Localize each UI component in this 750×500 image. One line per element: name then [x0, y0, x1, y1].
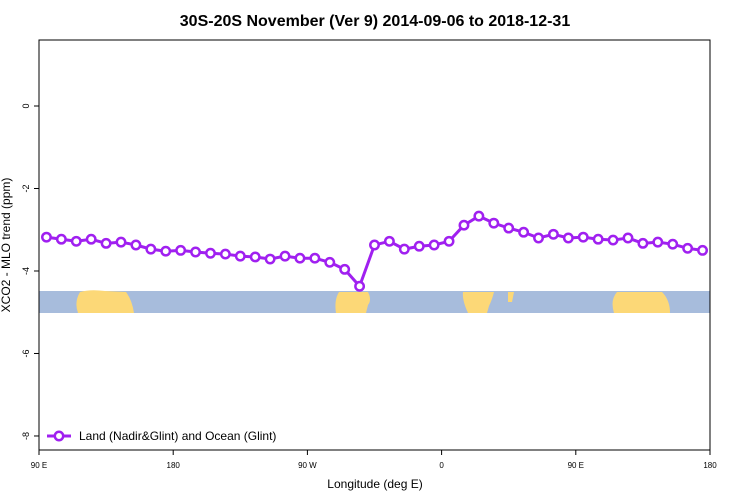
point	[249, 251, 261, 263]
point	[324, 256, 336, 268]
plot-frame	[38, 39, 711, 451]
point	[160, 245, 172, 257]
point	[145, 243, 157, 255]
point	[339, 263, 351, 275]
x-tick-label: 90 W	[298, 461, 317, 470]
point	[383, 235, 395, 247]
legend-entry: Land (Nadir&Glint) and Ocean (Glint)	[47, 429, 276, 443]
x-tick-label: 180	[703, 461, 717, 470]
y-tick-label: -6	[21, 349, 31, 357]
land	[76, 290, 134, 313]
point	[577, 231, 589, 243]
land	[462, 292, 494, 313]
point	[130, 239, 142, 251]
point	[413, 240, 425, 252]
point	[697, 244, 708, 256]
point	[190, 246, 202, 258]
land	[508, 292, 514, 302]
chart-title: 30S-20S November (Ver 9) 2014-09-06 to 2…	[180, 13, 571, 30]
point	[234, 250, 246, 262]
point	[488, 217, 500, 229]
point	[458, 219, 470, 231]
point	[637, 237, 649, 249]
point	[667, 238, 679, 250]
point	[369, 239, 380, 251]
land	[612, 292, 670, 313]
point	[55, 233, 67, 245]
point	[279, 250, 291, 262]
point	[428, 239, 440, 251]
map-strip	[39, 290, 710, 313]
point	[652, 236, 664, 248]
legend-label: Land (Nadir&Glint) and Ocean (Glint)	[79, 429, 276, 443]
legend-marker	[53, 430, 65, 442]
point	[622, 232, 634, 244]
point	[354, 280, 366, 292]
point	[398, 243, 410, 255]
point	[503, 222, 515, 234]
point	[682, 242, 694, 254]
point	[443, 235, 455, 247]
point	[473, 210, 485, 222]
point	[115, 236, 127, 248]
land	[335, 292, 370, 313]
x-tick-label: 180	[167, 461, 181, 470]
point	[85, 233, 97, 245]
point	[294, 252, 306, 264]
point	[547, 228, 559, 240]
point	[607, 234, 619, 246]
y-tick-label: -8	[21, 432, 31, 440]
point	[70, 235, 82, 247]
point	[309, 252, 321, 264]
y-tick-label: 0	[21, 103, 31, 108]
point	[175, 244, 187, 256]
y-axis-label: XCO2 - MLO trend (ppm)	[0, 178, 13, 313]
point	[592, 233, 604, 245]
point	[533, 232, 544, 244]
point	[41, 231, 52, 243]
point	[205, 247, 216, 259]
y-tick-label: -4	[21, 267, 31, 275]
point	[219, 248, 231, 260]
x-tick-label: 90 E	[31, 461, 47, 470]
point	[100, 237, 112, 249]
x-tick-label: 0	[439, 461, 444, 470]
point	[562, 232, 574, 244]
point	[264, 253, 276, 265]
point	[518, 226, 530, 238]
x-axis-label: Longitude (deg E)	[327, 477, 422, 491]
ocean-band	[39, 291, 710, 313]
x-tick-label: 90 E	[568, 461, 584, 470]
y-tick-label: -2	[21, 184, 31, 192]
